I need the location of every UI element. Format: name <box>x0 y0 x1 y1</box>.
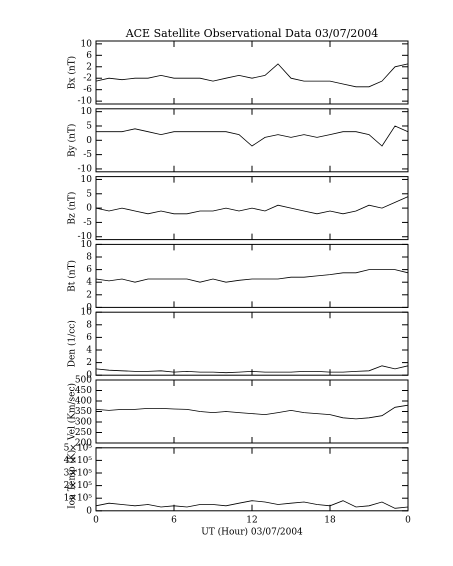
y-tick-label: 3×10⁵ <box>64 469 93 479</box>
data-line <box>95 500 409 509</box>
y-tick-label: -10 <box>78 97 93 107</box>
y-axis-label: Bz (nT) <box>67 192 78 225</box>
y-tick-label: 500 <box>75 376 92 386</box>
panel-frame <box>95 108 409 173</box>
y-axis-label: Bx (nT) <box>67 56 78 89</box>
x-tick-label: 18 <box>324 515 336 525</box>
y-tick-label: 2 <box>86 358 92 368</box>
panel-frame <box>95 311 409 376</box>
y-tick-label: 10 <box>81 107 93 117</box>
y-tick-label: 10 <box>81 175 93 185</box>
y-tick-label: 400 <box>75 397 92 407</box>
y-tick-label: 250 <box>75 428 92 438</box>
y-tick-label: 2×10⁵ <box>64 481 93 491</box>
data-line <box>95 196 409 215</box>
y-tick-label: 300 <box>75 418 92 428</box>
data-line <box>96 125 409 147</box>
chart-title: ACE Satellite Observational Data 03/07/2… <box>125 27 379 40</box>
y-tick-label: 8 <box>86 320 92 330</box>
y-tick-label: 10 <box>81 39 93 49</box>
data-line <box>95 269 409 283</box>
y-tick-label: -2 <box>83 74 92 84</box>
y-tick-label: 0 <box>86 204 92 214</box>
y-tick-label: 4 <box>86 346 92 356</box>
panel-frame <box>95 40 409 105</box>
y-axis-label: By (nT) <box>67 124 78 157</box>
y-tick-label: 6 <box>86 265 92 275</box>
y-tick-label: 6 <box>86 51 92 61</box>
x-tick-label: 6 <box>171 515 177 525</box>
y-tick-label: -10 <box>78 164 93 174</box>
y-tick-label: 350 <box>75 407 92 417</box>
y-tick-label: 8 <box>86 253 92 263</box>
y-tick-label: 5 <box>86 189 92 199</box>
y-tick-label: 0 <box>86 506 92 516</box>
y-tick-label: 450 <box>75 386 92 396</box>
y-tick-label: 0 <box>86 303 92 313</box>
y-tick-label: 5×10⁵ <box>64 443 93 453</box>
y-tick-label: 0 <box>86 136 92 146</box>
y-axis-label: Vel (Km/sec) <box>67 383 78 441</box>
y-tick-label: 200 <box>75 439 92 449</box>
panel-frame <box>95 447 409 512</box>
y-tick-label: 10 <box>81 308 93 318</box>
y-tick-label: -6 <box>83 85 92 95</box>
y-tick-label: -5 <box>83 150 92 160</box>
y-tick-label: 6 <box>86 333 92 343</box>
y-tick-label: 1×10⁵ <box>64 494 93 504</box>
y-axis-label: Den (1/cc) <box>67 320 78 367</box>
y-axis-label: Ion Temp (K) <box>67 450 78 509</box>
y-tick-label: 5 <box>86 121 92 131</box>
data-line <box>95 404 409 420</box>
x-tick-label: 0 <box>93 515 99 525</box>
data-line <box>95 365 409 374</box>
x-axis-label: UT (Hour) 03/07/2004 <box>201 526 303 537</box>
y-tick-label: -10 <box>78 232 93 242</box>
panel-frame <box>95 243 409 308</box>
x-tick-label: 12 <box>246 515 257 525</box>
y-tick-label: 4×10⁵ <box>64 456 93 466</box>
data-line <box>95 63 409 88</box>
y-tick-label: 0 <box>86 371 92 381</box>
y-tick-label: 2 <box>86 62 92 72</box>
x-tick-label: 0 <box>405 515 411 525</box>
panel-frame <box>95 379 409 444</box>
y-tick-label: 4 <box>86 278 92 288</box>
y-tick-label: 2 <box>86 290 92 300</box>
y-axis-label: Bt (nT) <box>67 260 78 292</box>
y-tick-label: 10 <box>81 240 93 250</box>
y-tick-label: -5 <box>83 218 92 228</box>
